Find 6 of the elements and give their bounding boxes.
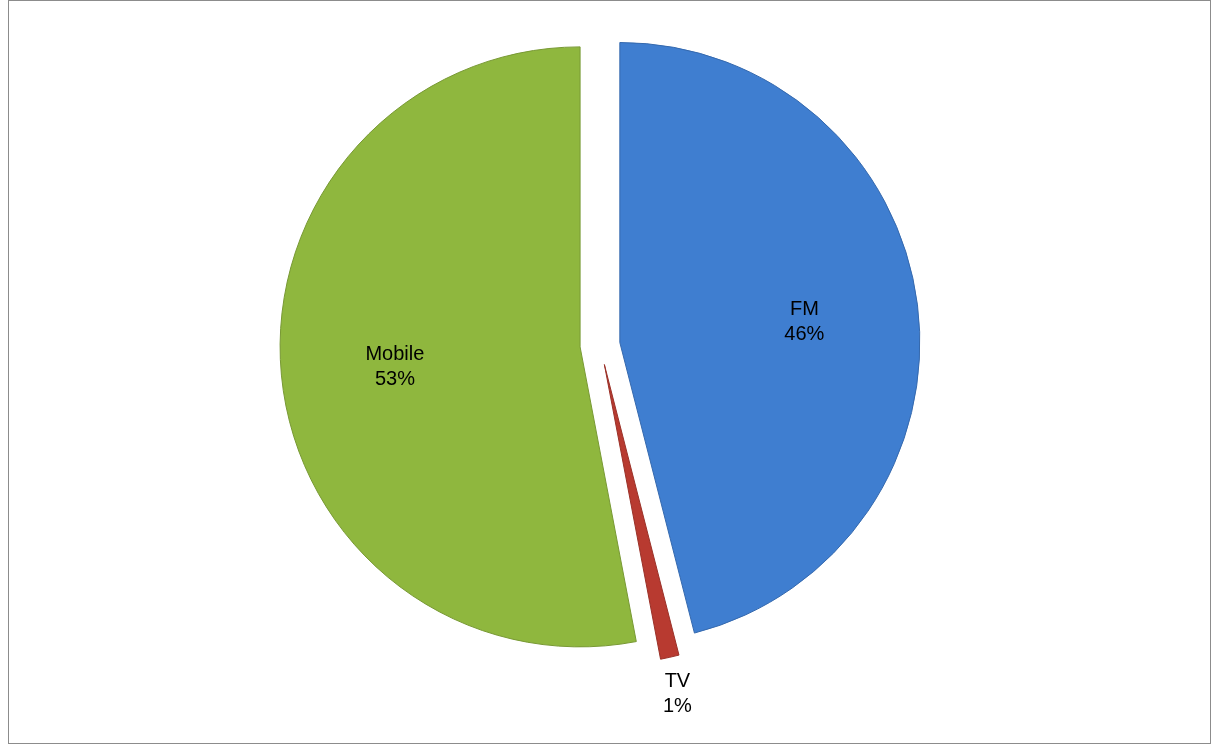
- slice-label: Mobile: [365, 342, 425, 365]
- slice-label: FM: [789, 297, 819, 320]
- slice-label: TV: [664, 669, 691, 692]
- data-label: 46%: [784, 322, 825, 345]
- data-label: 53%: [374, 367, 416, 390]
- data-label: 1%: [662, 694, 693, 717]
